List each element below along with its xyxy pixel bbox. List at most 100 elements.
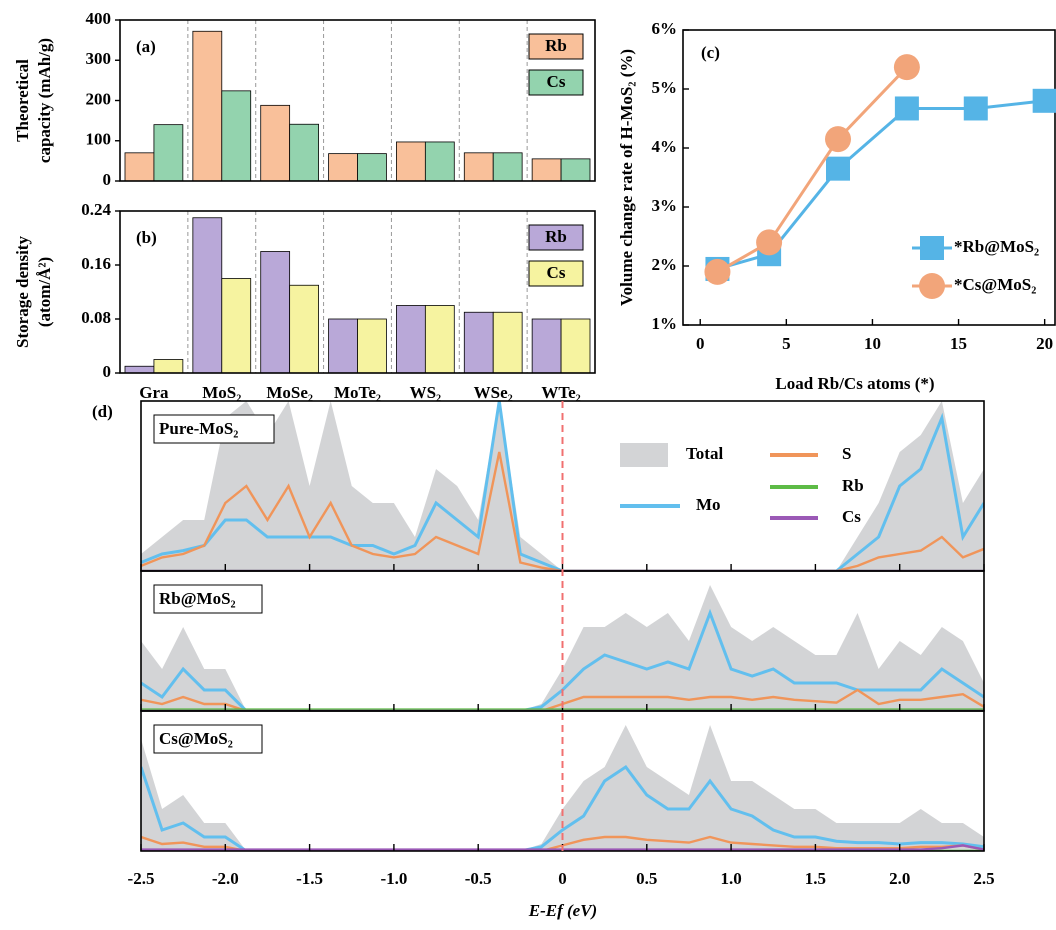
bar bbox=[463, 311, 494, 374]
bar bbox=[531, 318, 562, 374]
dos-line bbox=[141, 764, 984, 851]
bar bbox=[463, 152, 494, 182]
plot-frame bbox=[682, 29, 1056, 326]
legend-label: *Cs@MoS₂ bbox=[954, 275, 1036, 294]
y-tick-label: 5% bbox=[652, 78, 678, 97]
y-tick-label: 200 bbox=[86, 89, 112, 108]
y-tick-label: 400 bbox=[86, 9, 112, 28]
total-dos-area bbox=[141, 585, 984, 711]
bar bbox=[328, 318, 358, 374]
x-tick-label: 0 bbox=[558, 869, 567, 888]
bar bbox=[221, 278, 252, 374]
panel-title-box bbox=[153, 724, 263, 754]
x-tick-label: 2.0 bbox=[889, 869, 910, 888]
x-tick-label: 1.5 bbox=[805, 869, 826, 888]
x-tick-label: 15 bbox=[950, 334, 967, 353]
x-tick-label: WS₂ bbox=[410, 383, 442, 402]
total-dos-area bbox=[141, 725, 984, 851]
x-tick-label: 0.5 bbox=[636, 869, 657, 888]
legend-label: Cs bbox=[547, 72, 566, 91]
plot-frame bbox=[119, 210, 596, 374]
y-tick-label: 0 bbox=[103, 170, 112, 189]
x-tick-label: 20 bbox=[1036, 334, 1053, 353]
y-tick-label: 0.24 bbox=[81, 200, 111, 219]
y-tick-label: 100 bbox=[86, 130, 112, 149]
x-tick-label: -0.5 bbox=[465, 869, 492, 888]
x-tick-label: 2.5 bbox=[973, 869, 994, 888]
dos-line bbox=[141, 401, 984, 571]
bar bbox=[424, 305, 455, 374]
bar bbox=[492, 311, 523, 374]
bar bbox=[328, 153, 358, 182]
legend-swatch bbox=[528, 260, 584, 287]
x-tick-label: MoS₂ bbox=[202, 383, 241, 402]
legend-swatch bbox=[528, 224, 584, 251]
x-axis-label: Load Rb/Cs atoms (*) bbox=[775, 374, 934, 393]
bar bbox=[492, 152, 523, 182]
legend-swatch bbox=[528, 69, 584, 96]
legend-label: S bbox=[842, 444, 851, 463]
marker bbox=[756, 229, 783, 256]
x-tick-label: -2.0 bbox=[212, 869, 239, 888]
y-tick-label: 1% bbox=[652, 314, 678, 333]
bar bbox=[192, 217, 223, 374]
legend-label: Mo bbox=[696, 495, 721, 514]
panel-title: Cs@MoS₂ bbox=[159, 729, 233, 748]
bar bbox=[124, 365, 155, 374]
x-tick-label: 1.0 bbox=[720, 869, 741, 888]
bar bbox=[289, 123, 319, 182]
y-tick-label: 300 bbox=[86, 49, 112, 68]
panel-label: (c) bbox=[701, 43, 720, 62]
x-tick-label: 5 bbox=[782, 334, 791, 353]
panel-title: Rb@MoS₂ bbox=[159, 589, 236, 608]
legend-label: Cs bbox=[547, 263, 566, 282]
y-tick-label: 0.16 bbox=[81, 254, 111, 273]
x-tick-label: MoSe₂ bbox=[266, 383, 313, 402]
panel-label: (a) bbox=[136, 37, 156, 56]
bar bbox=[396, 141, 426, 182]
marker bbox=[825, 126, 851, 153]
x-axis-label: E-Ef (eV) bbox=[528, 901, 597, 920]
x-tick-label: MoTe₂ bbox=[334, 383, 381, 402]
total-dos-area bbox=[141, 401, 984, 571]
bar bbox=[357, 153, 387, 182]
legend-label: Total bbox=[686, 444, 723, 463]
bar bbox=[153, 359, 184, 374]
bar bbox=[221, 90, 252, 182]
bar bbox=[396, 305, 426, 374]
legend-label: Rb bbox=[545, 227, 567, 246]
marker bbox=[704, 258, 731, 285]
bar bbox=[192, 30, 223, 182]
legend-swatch bbox=[620, 443, 668, 467]
x-tick-label: 0 bbox=[696, 334, 705, 353]
y-tick-label: 0 bbox=[103, 362, 112, 381]
marker bbox=[893, 54, 920, 81]
bar bbox=[260, 251, 291, 374]
marker bbox=[920, 236, 944, 260]
marker bbox=[894, 96, 919, 121]
bar bbox=[560, 318, 591, 374]
panel-title-box bbox=[153, 414, 275, 444]
bar bbox=[289, 284, 319, 374]
x-tick-label: -1.0 bbox=[380, 869, 407, 888]
y-axis-label: Storage density bbox=[13, 236, 32, 348]
panel-title: Pure-MoS₂ bbox=[159, 419, 238, 438]
legend-label: *Rb@MoS₂ bbox=[954, 237, 1039, 256]
bar bbox=[124, 152, 155, 182]
panel-title-box bbox=[153, 584, 263, 614]
y-tick-label: 2% bbox=[652, 255, 678, 274]
legend-label: Rb bbox=[545, 36, 567, 55]
x-tick-label: 10 bbox=[864, 334, 881, 353]
marker bbox=[1032, 88, 1056, 113]
y-axis-label: Theoretical bbox=[13, 59, 32, 142]
legend-label: Cs bbox=[842, 507, 861, 526]
legend-swatch bbox=[528, 33, 584, 60]
bar bbox=[153, 124, 184, 182]
x-tick-label: WSe₂ bbox=[474, 383, 513, 402]
panel-label: (d) bbox=[92, 402, 113, 421]
y-tick-label: 3% bbox=[652, 196, 678, 215]
dos-panel bbox=[141, 401, 984, 571]
marker bbox=[826, 156, 850, 181]
x-tick-label: -1.5 bbox=[296, 869, 323, 888]
